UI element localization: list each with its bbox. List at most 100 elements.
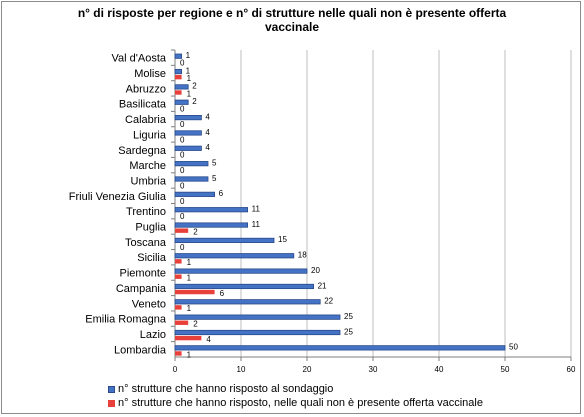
data-label-no-vaccine-offer-molise: 1 xyxy=(187,74,192,83)
category-label-marche: Marche xyxy=(129,160,166,172)
category-label-lazio: Lazio xyxy=(140,329,166,341)
data-label-no-vaccine-offer-lombardia: 1 xyxy=(187,350,192,359)
x-tick-label-0: 0 xyxy=(173,365,178,374)
bar-responded-marche xyxy=(174,161,209,167)
bar-responded-lazio xyxy=(174,329,341,336)
legend-item-no-vaccine-offer: n° strutture che hanno risposto, nelle q… xyxy=(108,396,483,410)
data-label-responded-molise: 1 xyxy=(186,66,191,75)
data-label-no-vaccine-offer-puglia: 2 xyxy=(193,227,198,236)
category-label-calabria: Calabria xyxy=(125,114,167,126)
bar-responded-veneto xyxy=(174,299,321,305)
bar-no-vaccine-offer-puglia xyxy=(175,228,189,233)
data-label-responded-val-d-aosta: 1 xyxy=(186,51,191,60)
x-tick-label-30: 30 xyxy=(369,365,378,374)
data-label-responded-puglia: 11 xyxy=(252,220,261,229)
x-tick-label-60: 60 xyxy=(567,365,576,374)
category-label-sicilia: Sicilia xyxy=(137,252,167,264)
legend-swatch-blue xyxy=(108,385,115,393)
data-label-responded-calabria: 4 xyxy=(205,112,210,121)
bar-responded-trentino xyxy=(174,207,248,213)
data-label-responded-campania: 21 xyxy=(318,281,327,290)
category-label-toscana: Toscana xyxy=(125,237,167,249)
data-label-no-vaccine-offer-campania: 6 xyxy=(220,289,225,298)
data-label-responded-veneto: 22 xyxy=(324,297,333,306)
bar-responded-abruzzo xyxy=(174,84,189,90)
data-label-no-vaccine-offer-emilia-romagna: 2 xyxy=(193,320,198,329)
data-label-responded-basilicata: 2 xyxy=(192,97,197,106)
data-label-responded-toscana: 15 xyxy=(278,235,287,244)
bar-responded-basilicata xyxy=(174,99,189,105)
data-label-responded-umbria: 5 xyxy=(212,174,217,183)
category-label-puglia: Puglia xyxy=(135,222,166,234)
data-label-no-vaccine-offer-abruzzo: 1 xyxy=(187,89,192,98)
category-label-sardegna: Sardegna xyxy=(118,145,167,157)
category-label-veneto: Veneto xyxy=(132,298,166,310)
data-label-no-vaccine-offer-liguria: 0 xyxy=(180,135,185,144)
bar-responded-campania xyxy=(174,283,315,290)
category-label-abruzzo: Abruzzo xyxy=(126,83,166,95)
legend-label-responded: n° strutture che hanno risposto al sonda… xyxy=(118,383,334,395)
bar-responded-friuli-venezia-giulia xyxy=(174,191,215,197)
data-label-responded-lazio: 25 xyxy=(344,327,353,336)
bar-responded-umbria xyxy=(174,176,209,182)
data-label-no-vaccine-offer-val-d-aosta: 0 xyxy=(180,59,185,68)
category-label-val-d-aosta: Val d'Aosta xyxy=(112,53,167,65)
bar-no-vaccine-offer-abruzzo xyxy=(175,90,182,95)
data-label-responded-emilia-romagna: 25 xyxy=(344,312,353,321)
bar-responded-sicilia xyxy=(174,253,295,259)
category-label-umbria: Umbria xyxy=(131,175,167,187)
data-label-no-vaccine-offer-calabria: 0 xyxy=(180,120,185,129)
category-label-emilia-romagna: Emilia Romagna xyxy=(85,314,167,326)
data-label-responded-marche: 5 xyxy=(212,158,217,167)
bar-responded-toscana xyxy=(174,237,275,243)
bar-responded-lombardia xyxy=(174,345,506,351)
bar-responded-calabria xyxy=(174,115,202,121)
bar-responded-sardegna xyxy=(174,145,202,151)
data-label-responded-liguria: 4 xyxy=(205,128,210,137)
data-label-no-vaccine-offer-sardegna: 0 xyxy=(180,151,185,160)
category-label-basilicata: Basilicata xyxy=(119,99,167,111)
bar-no-vaccine-offer-lazio xyxy=(175,335,202,341)
bar-responded-puglia xyxy=(174,222,248,228)
x-tick-label-40: 40 xyxy=(435,365,444,374)
category-label-trentino: Trentino xyxy=(126,206,166,218)
bar-responded-val-d-aosta xyxy=(174,53,182,59)
data-label-no-vaccine-offer-basilicata: 0 xyxy=(180,105,185,114)
x-tick-label-20: 20 xyxy=(303,365,312,374)
bar-no-vaccine-offer-campania xyxy=(175,289,215,295)
category-label-liguria: Liguria xyxy=(133,129,167,141)
data-label-responded-sicilia: 18 xyxy=(298,251,307,260)
data-label-no-vaccine-offer-friuli-venezia-giulia: 0 xyxy=(180,197,185,206)
bar-no-vaccine-offer-piemonte xyxy=(175,274,182,279)
data-label-responded-trentino: 11 xyxy=(252,205,261,214)
chart-title-line-1: n° di risposte per regione e n° di strut… xyxy=(77,6,507,20)
data-label-no-vaccine-offer-marche: 0 xyxy=(180,166,185,175)
legend-swatch-red xyxy=(108,399,115,407)
data-label-responded-lombardia: 50 xyxy=(509,343,518,352)
chart-title: n° di risposte per regione e n° di strut… xyxy=(0,6,584,34)
bar-responded-molise xyxy=(174,68,182,75)
bar-responded-liguria xyxy=(174,130,202,136)
data-label-responded-abruzzo: 2 xyxy=(192,82,197,91)
legend-item-responded: n° strutture che hanno risposto al sonda… xyxy=(108,382,483,396)
legend: n° strutture che hanno risposto al sonda… xyxy=(108,382,483,410)
data-label-responded-piemonte: 20 xyxy=(311,266,320,275)
x-tick-label-10: 10 xyxy=(237,365,246,374)
data-label-no-vaccine-offer-trentino: 0 xyxy=(180,212,185,221)
bar-responded-emilia-romagna xyxy=(174,314,341,320)
data-label-responded-friuli-venezia-giulia: 6 xyxy=(219,189,224,198)
data-label-responded-sardegna: 4 xyxy=(205,143,210,152)
bar-no-vaccine-offer-veneto xyxy=(175,305,182,310)
bar-responded-piemonte xyxy=(174,268,308,274)
data-label-no-vaccine-offer-umbria: 0 xyxy=(180,181,185,190)
legend-label-no-vaccine-offer: n° strutture che hanno risposto, nelle q… xyxy=(118,397,483,409)
data-label-no-vaccine-offer-lazio: 4 xyxy=(206,335,211,344)
bar-no-vaccine-offer-emilia-romagna xyxy=(175,320,189,325)
bar-no-vaccine-offer-molise xyxy=(175,74,182,80)
data-label-no-vaccine-offer-sicilia: 1 xyxy=(187,258,192,267)
bar-no-vaccine-offer-sicilia xyxy=(175,259,182,264)
category-label-molise: Molise xyxy=(134,68,166,80)
x-tick-label-50: 50 xyxy=(501,365,510,374)
